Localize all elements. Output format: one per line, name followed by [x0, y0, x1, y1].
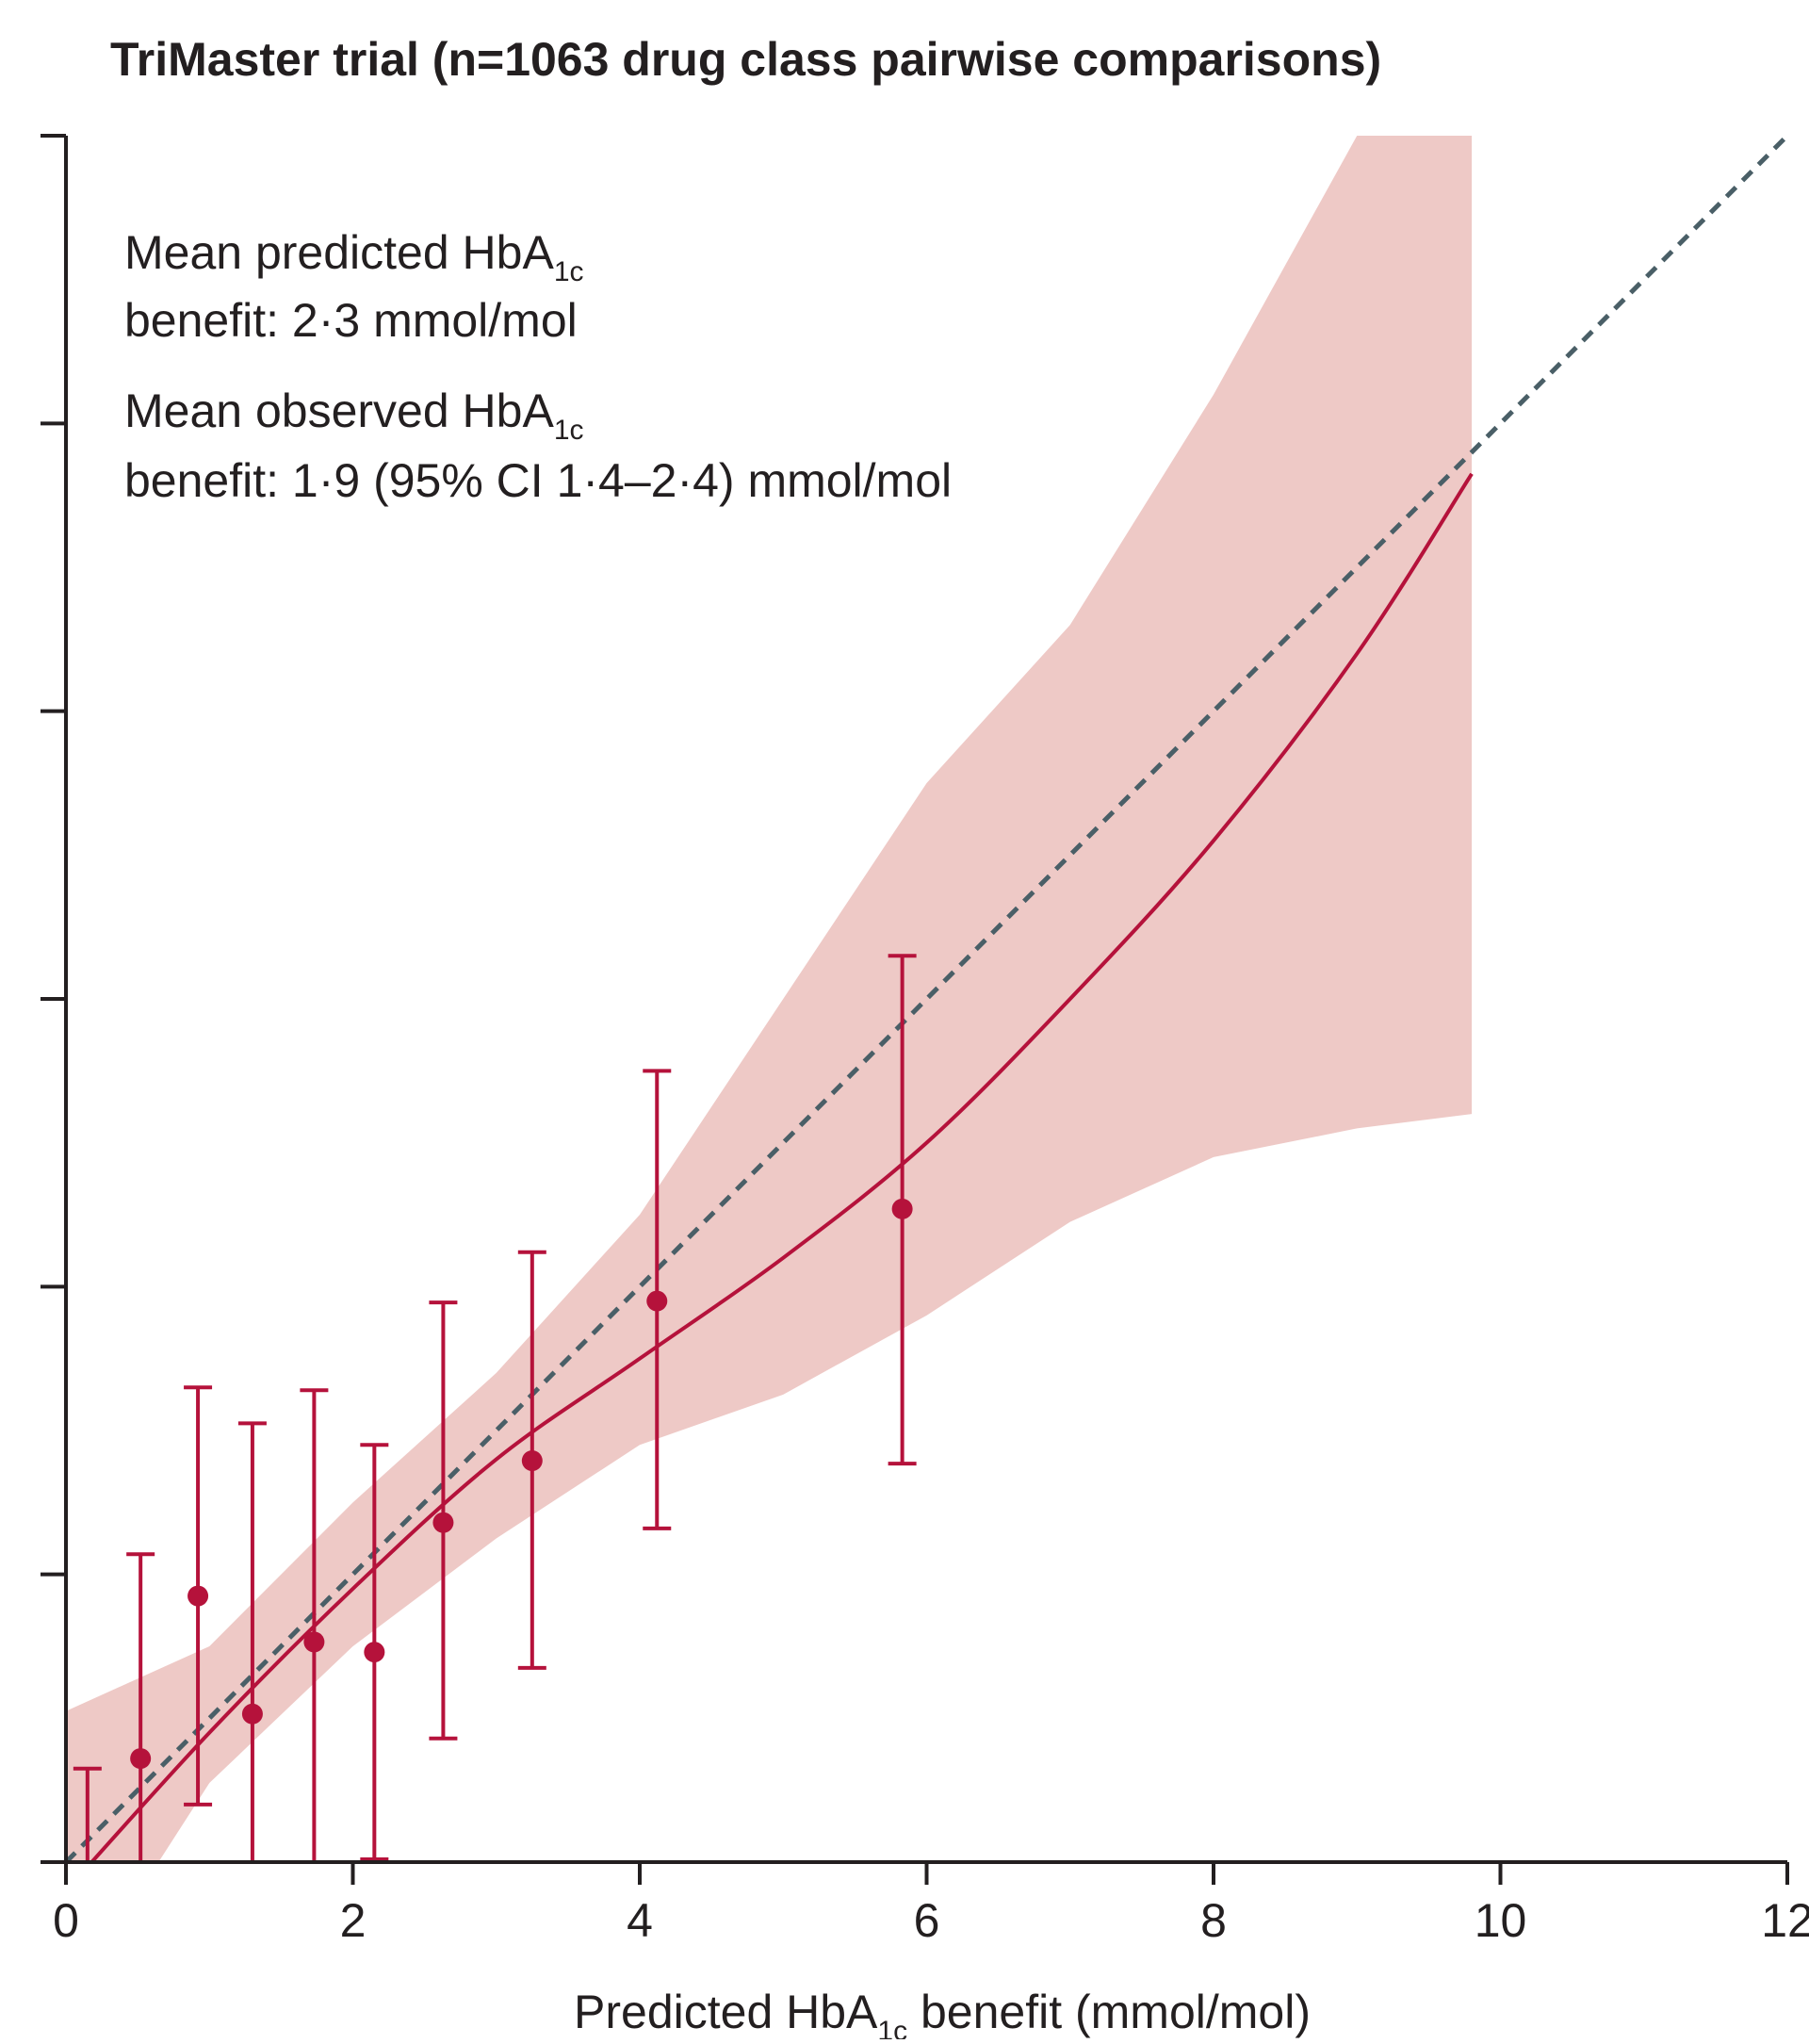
data-point-7 [521, 1450, 543, 1472]
data-point-1 [130, 1748, 152, 1770]
x-tick-label-3: 6 [914, 1894, 940, 1947]
data-point-2 [187, 1585, 209, 1607]
data-point-9 [891, 1198, 913, 1219]
data-point-5 [364, 1642, 385, 1663]
x-tick-label-6: 12 [1761, 1894, 1809, 1947]
annotation-predicted-line2: benefit: 2·3 mmol/mol [124, 294, 578, 347]
annotation-observed: Mean observed HbA1c benefit: 1·9 (95% CI… [124, 384, 952, 507]
chart-title: TriMaster trial (n=1063 drug class pairw… [110, 33, 1381, 86]
annotation-observed-subscript: 1c [554, 415, 584, 446]
x-tick-label-5: 10 [1475, 1894, 1527, 1947]
x-axis-label-suffix: benefit (mmol/mol) [907, 1986, 1311, 2038]
x-tick-label-2: 4 [627, 1894, 653, 1947]
data-point-4 [303, 1631, 325, 1653]
annotation-predicted-line1: Mean predicted HbA1c [124, 226, 584, 287]
data-point-3 [241, 1703, 263, 1725]
x-axis-label-subscript: 1c [877, 2016, 907, 2039]
annotation-observed-line1: Mean observed HbA1c [124, 384, 584, 446]
x-axis-label-prefix: Predicted HbA [574, 1986, 878, 2038]
x-tick-label-1: 2 [340, 1894, 367, 1947]
annotation-predicted-subscript: 1c [554, 256, 584, 287]
annotation-predicted-prefix: Mean predicted HbA [124, 226, 554, 279]
confidence-band [66, 136, 1473, 1862]
x-tick-label-0: 0 [53, 1894, 79, 1947]
annotation-observed-prefix: Mean observed HbA [124, 384, 554, 437]
x-tick-label-4: 8 [1200, 1894, 1227, 1947]
x-axis-label: Predicted HbA1c benefit (mmol/mol) [574, 1986, 1311, 2039]
data-point-6 [432, 1512, 454, 1533]
calibration-curve [89, 472, 1474, 1862]
annotation-observed-line2: benefit: 1·9 (95% CI 1·4–2·4) mmol/mol [124, 454, 952, 507]
annotation-predicted: Mean predicted HbA1c benefit: 2·3 mmol/m… [124, 226, 584, 347]
data-point-8 [646, 1290, 668, 1312]
